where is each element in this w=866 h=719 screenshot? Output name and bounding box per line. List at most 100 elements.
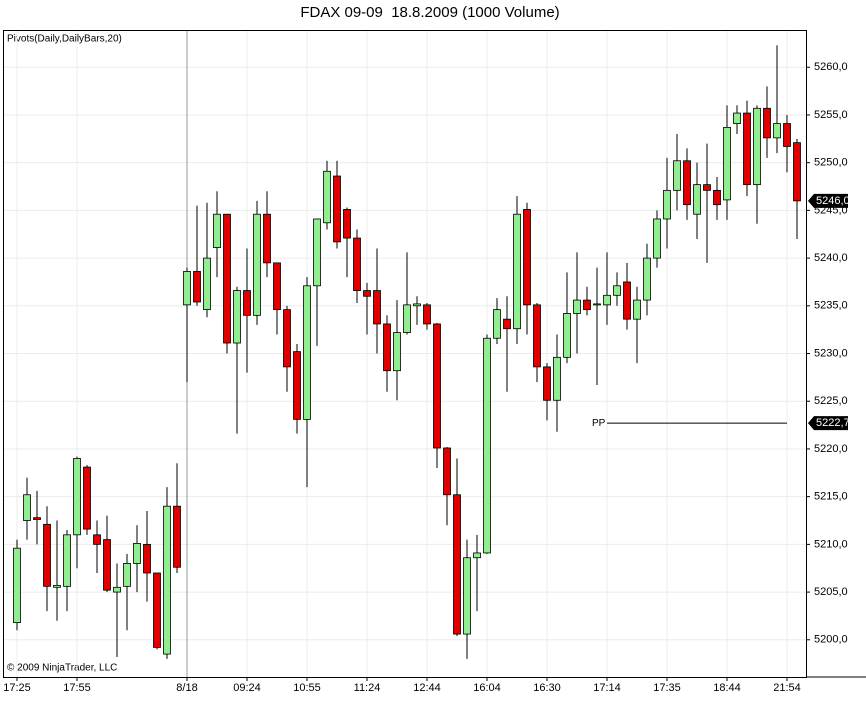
candle-body <box>603 294 611 306</box>
candle-body <box>493 309 501 339</box>
y-tick-label: 5255,0 <box>814 109 848 121</box>
candle-body <box>113 586 121 593</box>
x-tick-label: 11:24 <box>354 682 381 694</box>
candle-body <box>393 332 401 372</box>
y-tick-label: 5230,0 <box>814 347 848 359</box>
candle-body <box>163 505 171 655</box>
candle-body <box>403 304 411 333</box>
candle-body <box>463 557 471 635</box>
candle-body <box>483 337 491 554</box>
candle-body <box>303 285 311 420</box>
candle-body <box>273 262 281 311</box>
candle-body <box>573 299 581 314</box>
candle-body <box>423 304 431 325</box>
candle-body <box>703 184 711 191</box>
candle-body <box>143 543 151 574</box>
y-tick-label: 5225,0 <box>814 395 848 407</box>
candle-body <box>383 323 391 372</box>
candle-body <box>593 303 601 306</box>
x-tick-label: 09:24 <box>233 682 261 694</box>
candle-body <box>173 505 181 568</box>
candle-body <box>693 184 701 215</box>
candle-body <box>773 123 781 139</box>
candle-body <box>183 271 191 306</box>
candle-body <box>373 290 381 325</box>
indicator-label: Pivots(Daily,DailyBars,20) <box>7 34 122 45</box>
candle-body <box>533 304 541 368</box>
candle-body <box>323 170 331 224</box>
candle-body <box>123 563 131 587</box>
candle-body <box>643 257 651 301</box>
candle-body <box>673 160 681 191</box>
candle-body <box>683 160 691 206</box>
pivot-price-box <box>808 416 848 431</box>
candle-body <box>343 209 351 239</box>
candle-body <box>623 281 631 320</box>
x-tick-label: 16:04 <box>473 682 501 694</box>
x-tick-label: 21:54 <box>773 682 801 694</box>
y-tick-label: 5215,0 <box>814 491 848 503</box>
candle-body <box>43 523 51 587</box>
candle-body <box>223 213 231 344</box>
candle-body <box>83 466 91 530</box>
candle-body <box>553 356 561 401</box>
candle-body <box>63 534 71 587</box>
x-tick-label: 17:25 <box>3 682 31 694</box>
candle-body <box>793 142 801 202</box>
pivot-price-label: 5222,7 <box>816 417 850 429</box>
y-tick-label: 5200,0 <box>814 634 848 646</box>
x-tick-label: 8/18 <box>176 682 197 694</box>
y-tick-label: 5250,0 <box>814 157 848 169</box>
candle-body <box>233 290 241 344</box>
pivot-name: PP <box>592 418 606 429</box>
candle-body <box>203 257 211 311</box>
x-tick-label: 12:44 <box>413 682 441 694</box>
candle-body <box>513 213 521 330</box>
x-tick-label: 17:55 <box>63 682 91 694</box>
candle-body <box>13 547 21 624</box>
candle-body <box>433 323 441 449</box>
candle-body <box>443 447 451 496</box>
candle-body <box>133 543 141 564</box>
candle-body <box>93 534 101 545</box>
candle-body <box>253 213 261 316</box>
x-tick-label: 16:30 <box>533 682 561 694</box>
candle-body <box>503 318 511 330</box>
candle-body <box>353 237 361 291</box>
candle-body <box>723 126 731 201</box>
candle-body <box>613 285 621 296</box>
y-tick-label: 5210,0 <box>814 538 848 550</box>
last-price-box <box>808 193 848 208</box>
candle-body <box>713 189 721 206</box>
candle-body <box>23 494 31 521</box>
candle-body <box>663 189 671 220</box>
candle-body <box>243 290 251 316</box>
y-tick-label: 5240,0 <box>814 252 848 264</box>
x-tick-label: 10:55 <box>293 682 321 694</box>
candle-body <box>333 175 341 243</box>
y-tick-label: 5205,0 <box>814 586 848 598</box>
candle-body <box>413 303 421 307</box>
candle-body <box>633 299 641 320</box>
candle-body <box>313 218 321 287</box>
x-tick-label: 18:44 <box>713 682 741 694</box>
candle-body <box>523 209 531 306</box>
candle-body <box>33 517 41 520</box>
x-tick-label: 17:14 <box>593 682 621 694</box>
chart-title: FDAX 09-09 18.8.2009 (1000 Volume) <box>300 4 559 21</box>
candle-body <box>213 213 221 249</box>
candle-body <box>563 313 571 358</box>
candle-body <box>293 351 301 420</box>
candle-body <box>743 112 751 186</box>
candle-body <box>653 218 661 259</box>
candle-body <box>73 458 81 536</box>
candle-body <box>453 494 461 635</box>
candle-body <box>733 112 741 124</box>
y-tick-label: 5235,0 <box>814 300 848 312</box>
candle-body <box>583 299 591 311</box>
candle-body <box>783 123 791 147</box>
candle-body <box>543 366 551 401</box>
copyright: © 2009 NinjaTrader, LLC <box>7 663 117 674</box>
